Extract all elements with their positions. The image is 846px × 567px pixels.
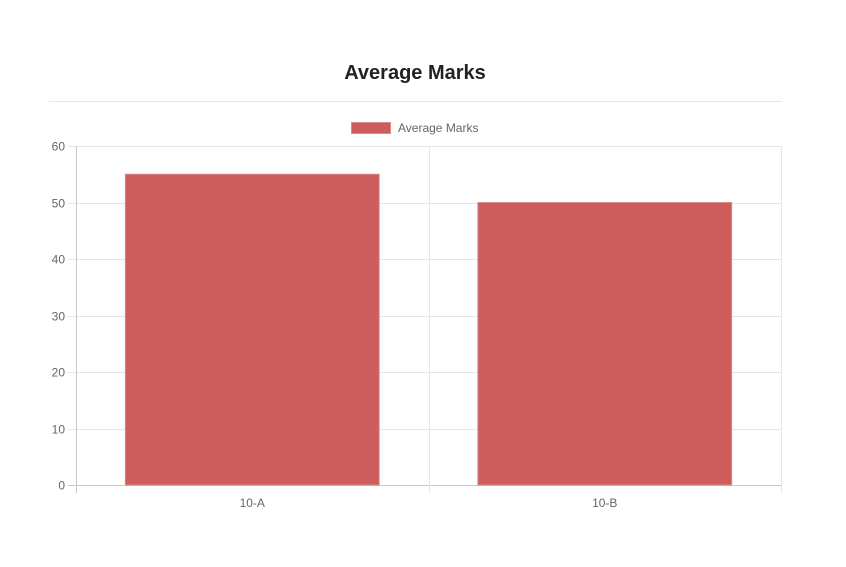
y-tick-label: 40 (52, 253, 66, 267)
title-divider (49, 101, 782, 102)
x-tick-label: 10-A (240, 496, 265, 510)
y-tick-label: 10 (52, 423, 66, 437)
x-tick-label: 10-B (592, 496, 617, 510)
y-tick-label: 20 (52, 366, 66, 380)
y-tick-label: 30 (52, 310, 66, 324)
legend-label: Average Marks (398, 121, 479, 135)
bar (477, 202, 733, 486)
legend-swatch (351, 122, 391, 134)
y-tick-label: 50 (52, 197, 66, 211)
y-tick-label: 0 (58, 479, 65, 493)
y-tick-label: 60 (52, 140, 66, 154)
chart-title: Average Marks (344, 62, 486, 84)
bar (124, 173, 380, 486)
legend[interactable]: Average Marks (351, 121, 478, 135)
